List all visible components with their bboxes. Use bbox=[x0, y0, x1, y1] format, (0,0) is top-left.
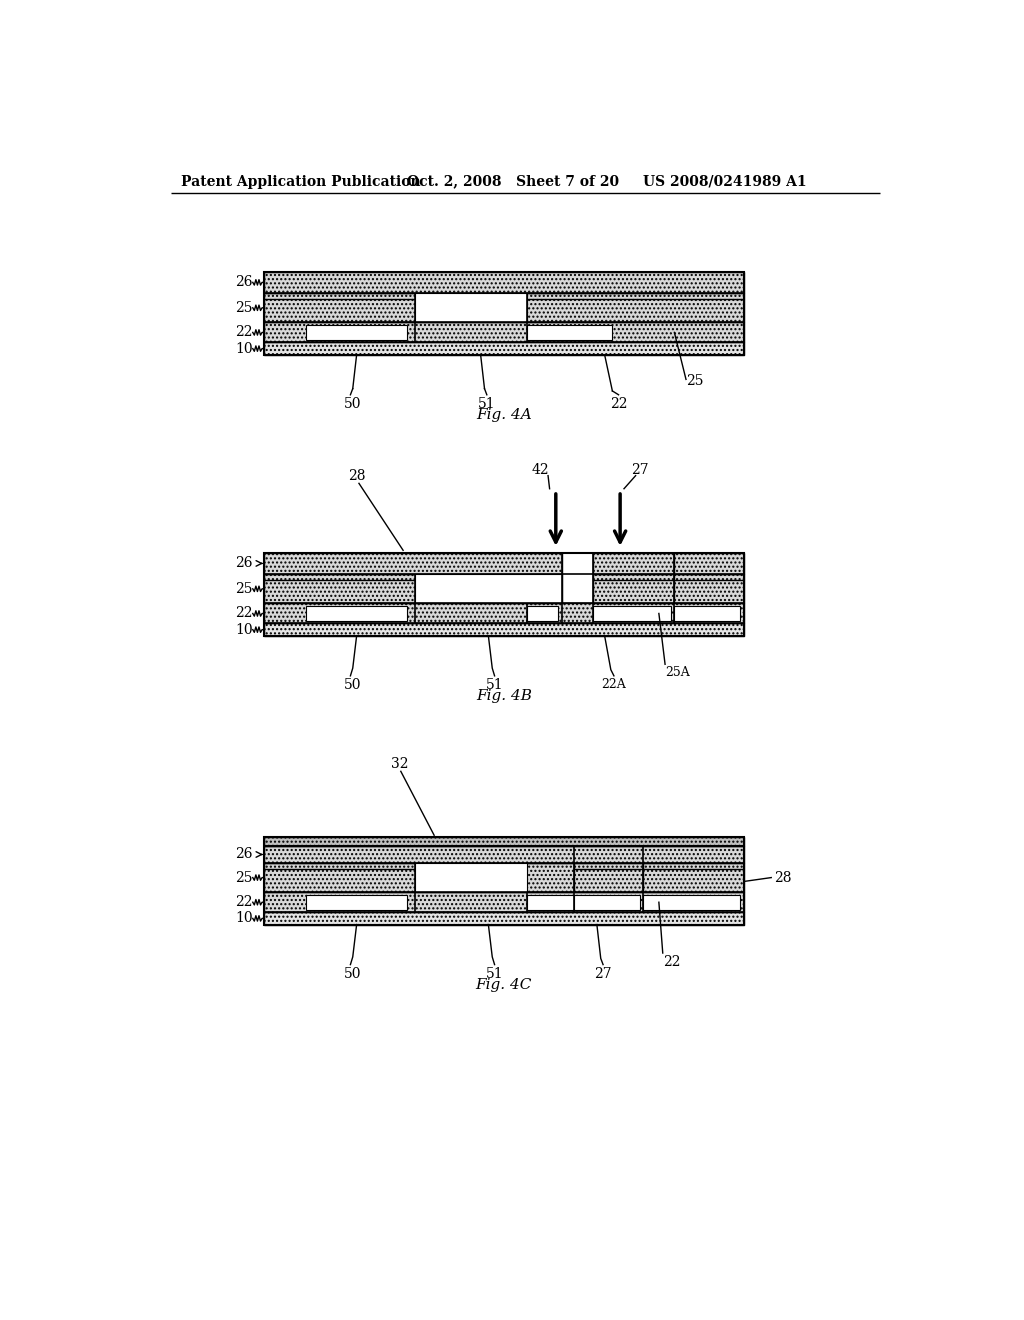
Bar bbox=[263, 912, 744, 924]
Text: 50: 50 bbox=[344, 678, 361, 692]
Bar bbox=[306, 606, 407, 622]
Bar bbox=[527, 325, 612, 341]
Bar bbox=[263, 574, 562, 603]
Text: Fig. 4C: Fig. 4C bbox=[476, 978, 532, 991]
Bar bbox=[263, 623, 744, 636]
Bar bbox=[263, 892, 744, 912]
Bar bbox=[593, 574, 675, 603]
Text: 25A: 25A bbox=[665, 665, 690, 678]
Text: 27: 27 bbox=[631, 463, 648, 478]
Text: 10: 10 bbox=[236, 911, 253, 925]
Bar bbox=[263, 553, 562, 574]
Text: 26: 26 bbox=[236, 557, 253, 570]
Bar bbox=[593, 553, 675, 574]
Text: 10: 10 bbox=[236, 623, 253, 636]
Bar bbox=[675, 606, 740, 622]
Bar bbox=[573, 863, 643, 892]
Bar bbox=[263, 293, 744, 322]
Bar bbox=[573, 895, 640, 909]
Bar bbox=[593, 606, 671, 622]
Bar bbox=[643, 895, 740, 909]
Bar bbox=[675, 553, 744, 574]
Bar bbox=[263, 837, 744, 924]
Text: 42: 42 bbox=[531, 463, 549, 478]
Bar bbox=[263, 322, 744, 342]
Text: 26: 26 bbox=[236, 847, 253, 862]
Bar bbox=[263, 846, 744, 863]
Bar bbox=[263, 272, 744, 355]
Bar bbox=[643, 863, 744, 892]
Bar bbox=[263, 553, 744, 636]
Text: 22: 22 bbox=[236, 895, 253, 909]
Text: 50: 50 bbox=[344, 397, 361, 411]
Text: Fig. 4A: Fig. 4A bbox=[476, 408, 531, 422]
Bar bbox=[263, 837, 744, 846]
Bar bbox=[263, 863, 573, 892]
Text: 26: 26 bbox=[236, 276, 253, 289]
Text: 25: 25 bbox=[236, 582, 253, 595]
Text: 50: 50 bbox=[344, 966, 361, 981]
Text: 51: 51 bbox=[478, 397, 496, 411]
Text: 22: 22 bbox=[236, 606, 253, 620]
Text: 27: 27 bbox=[594, 966, 612, 981]
Text: 25: 25 bbox=[686, 374, 703, 388]
Text: 22: 22 bbox=[663, 954, 680, 969]
Text: 28: 28 bbox=[773, 871, 792, 884]
Bar bbox=[527, 606, 558, 622]
Bar bbox=[263, 342, 744, 355]
Bar bbox=[263, 272, 744, 293]
Text: 51: 51 bbox=[485, 966, 504, 981]
Text: 22: 22 bbox=[236, 326, 253, 339]
Text: 22A: 22A bbox=[601, 678, 627, 692]
Bar bbox=[306, 325, 407, 341]
Bar bbox=[415, 863, 527, 892]
Text: 28: 28 bbox=[348, 469, 366, 483]
Text: Fig. 4B: Fig. 4B bbox=[476, 689, 531, 702]
Text: 25: 25 bbox=[236, 301, 253, 314]
Text: 22: 22 bbox=[610, 397, 628, 411]
Text: US 2008/0241989 A1: US 2008/0241989 A1 bbox=[643, 174, 807, 189]
Text: 51: 51 bbox=[485, 678, 504, 692]
Bar bbox=[675, 574, 744, 603]
Text: 32: 32 bbox=[390, 756, 408, 771]
Text: Patent Application Publication: Patent Application Publication bbox=[180, 174, 420, 189]
Text: 25: 25 bbox=[236, 871, 253, 884]
Bar bbox=[263, 603, 744, 623]
Bar bbox=[527, 895, 573, 909]
Text: Oct. 2, 2008   Sheet 7 of 20: Oct. 2, 2008 Sheet 7 of 20 bbox=[407, 174, 620, 189]
Bar bbox=[415, 574, 562, 603]
Bar bbox=[306, 895, 407, 909]
Text: 10: 10 bbox=[236, 342, 253, 355]
Bar bbox=[415, 293, 527, 322]
